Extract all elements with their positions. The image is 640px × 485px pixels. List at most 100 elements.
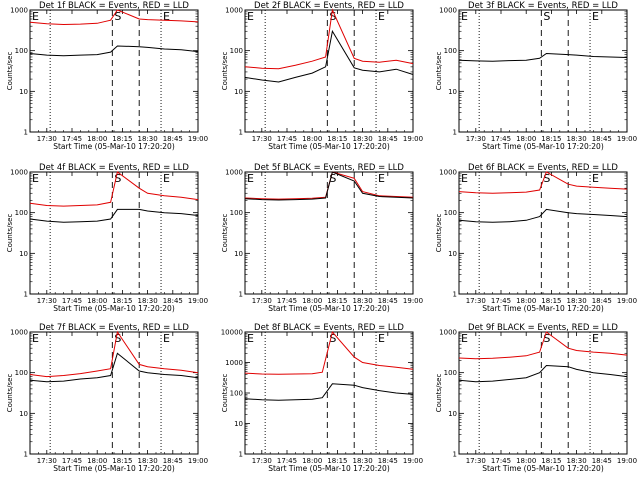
y-tick-label: 1 (453, 451, 457, 459)
x-tick-label: 18:15 (327, 297, 347, 305)
marker-e: E (247, 332, 254, 345)
marker-e: E (163, 332, 170, 345)
x-tick-label: 17:45 (491, 457, 511, 465)
panel-7: Det 7f BLACK = Events, RED = LLD 1 10 100 10… (6, 323, 208, 473)
y-axis-label: Counts/sec (6, 374, 14, 413)
y-tick-label: 1 (239, 291, 243, 299)
x-tick-label: 18:15 (112, 135, 132, 143)
y-tick-label: 10 (19, 410, 28, 418)
x-axis-label: Start Time (05-Mar-10 17:20:20) (53, 464, 175, 473)
x-tick-label: 18:30 (353, 457, 373, 465)
x-tick-label: 17:45 (277, 135, 297, 143)
x-tick-label: 18:30 (138, 457, 158, 465)
x-tick-label: 19:00 (188, 457, 208, 465)
x-tick-label: 17:45 (62, 297, 82, 305)
x-axis-label: Start Time (05-Mar-10 17:20:20) (53, 142, 175, 151)
y-tick-label: 10 (448, 250, 457, 258)
x-tick-label: 18:45 (592, 135, 612, 143)
panel-6: Det 6f BLACK = Events, RED = LLD 1 10 100 10… (435, 163, 637, 313)
y-tick-label: 10 (19, 88, 28, 96)
x-tick-label: 18:00 (302, 457, 322, 465)
x-tick-label: 18:00 (516, 135, 536, 143)
y-tick-label: 100 (15, 369, 28, 377)
marker-e: E (32, 172, 39, 185)
marker-s: S (543, 332, 550, 345)
x-tick-label: 17:30 (466, 135, 486, 143)
x-tick-label: 18:30 (353, 135, 373, 143)
y-tick-label: 10 (19, 250, 28, 258)
panel-title: Det 6f BLACK = Events, RED = LLD (468, 163, 618, 173)
x-tick-label: 18:00 (302, 135, 322, 143)
marker-e: E (592, 172, 599, 185)
x-tick-label: 19:00 (617, 297, 637, 305)
marker-e: E (378, 332, 385, 345)
x-tick-label: 18:45 (378, 297, 398, 305)
y-tick-label: 10 (448, 88, 457, 96)
x-tick-label: 18:30 (138, 297, 158, 305)
x-axis-label: Start Time (05-Mar-10 17:20:20) (268, 464, 390, 473)
x-axis-label: Start Time (05-Mar-10 17:20:20) (482, 464, 604, 473)
panel-title: Det 8f BLACK = Events, RED = LLD (254, 323, 404, 333)
lld-series (29, 9, 199, 26)
x-tick-label: 17:30 (37, 457, 57, 465)
events-series (29, 208, 199, 223)
plot-frame (29, 171, 199, 295)
y-tick-label: 1000 (439, 169, 457, 177)
x-tick-label: 18:45 (163, 297, 183, 305)
x-tick-label: 17:30 (252, 297, 272, 305)
x-tick-label: 18:30 (353, 297, 373, 305)
marker-e: E (378, 172, 385, 185)
y-tick-label: 100 (444, 369, 457, 377)
x-tick-label: 19:00 (403, 457, 423, 465)
panel-3: Det 3f BLACK = Events, RED = LLD 1 10 100 10… (435, 1, 637, 151)
panel-title: Det 5f BLACK = Events, RED = LLD (254, 163, 404, 173)
y-tick-label: 1000 (10, 329, 28, 337)
x-axis-label: Start Time (05-Mar-10 17:20:20) (53, 304, 175, 313)
plot-frame (29, 9, 199, 133)
events-series (244, 29, 414, 83)
x-tick-label: 18:45 (592, 297, 612, 305)
lld-series (29, 171, 199, 207)
y-axis-label: Counts/sec (435, 374, 443, 413)
x-tick-label: 17:30 (252, 135, 272, 143)
y-tick-label: 100 (444, 209, 457, 217)
x-axis-label: Start Time (05-Mar-10 17:20:20) (482, 142, 604, 151)
marker-e: E (592, 10, 599, 23)
y-tick-label: 1 (239, 129, 243, 137)
x-tick-label: 18:45 (163, 457, 183, 465)
y-tick-label: 100 (230, 390, 243, 398)
y-tick-label: 1000 (10, 169, 28, 177)
y-tick-label: 100 (15, 47, 28, 55)
panel-1: Det 1f BLACK = Events, RED = LLD 1 10 100 10… (6, 1, 208, 151)
marker-e: E (32, 332, 39, 345)
lld-series (458, 331, 628, 360)
y-tick-label: 1 (239, 451, 243, 459)
x-tick-label: 17:45 (62, 135, 82, 143)
x-tick-label: 18:30 (567, 457, 587, 465)
events-series (458, 364, 628, 383)
x-tick-label: 18:45 (378, 457, 398, 465)
x-tick-label: 17:45 (277, 457, 297, 465)
x-tick-label: 19:00 (617, 135, 637, 143)
plot-frame (244, 171, 414, 295)
y-tick-label: 1000 (10, 7, 28, 15)
marker-s: S (114, 172, 121, 185)
plot-frame (458, 331, 628, 455)
x-tick-label: 18:15 (541, 297, 561, 305)
x-tick-label: 19:00 (403, 297, 423, 305)
panel-title: Det 7f BLACK = Events, RED = LLD (39, 323, 189, 333)
x-tick-label: 18:00 (516, 297, 536, 305)
panel-2: Det 2f BLACK = Events, RED = LLD 1 10 100 10… (221, 1, 423, 151)
x-tick-label: 18:00 (87, 297, 107, 305)
lld-series (244, 330, 414, 375)
marker-e: E (247, 10, 254, 23)
marker-e: E (163, 10, 170, 23)
x-tick-label: 17:30 (37, 297, 57, 305)
x-tick-label: 18:45 (378, 135, 398, 143)
events-series (244, 383, 414, 401)
panel-title: Det 9f BLACK = Events, RED = LLD (468, 323, 618, 333)
x-tick-label: 18:15 (112, 297, 132, 305)
y-tick-label: 1000 (439, 329, 457, 337)
y-tick-label: 10 (234, 250, 243, 258)
